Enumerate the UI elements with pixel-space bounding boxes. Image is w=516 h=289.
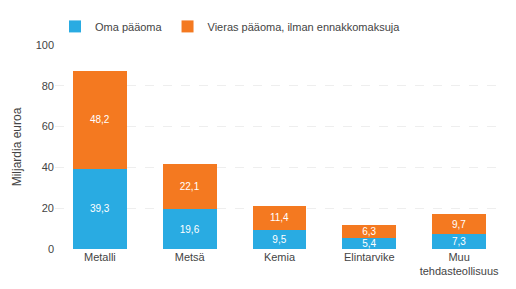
svg-text:Metsä: Metsä [175, 251, 206, 263]
svg-text:Metalli: Metalli [84, 251, 116, 263]
svg-text:7,3: 7,3 [452, 236, 466, 247]
svg-text:Kemia: Kemia [264, 251, 296, 263]
svg-text:Muutehdasteollisuus: Muutehdasteollisuus [420, 251, 499, 277]
svg-text:60: 60 [42, 120, 54, 132]
svg-text:Elintarvike: Elintarvike [344, 251, 395, 263]
svg-text:22,1: 22,1 [180, 181, 200, 192]
svg-text:9,7: 9,7 [452, 219, 466, 230]
svg-text:80: 80 [42, 80, 54, 92]
svg-text:48,2: 48,2 [90, 114, 110, 125]
svg-text:40: 40 [42, 161, 54, 173]
svg-text:0: 0 [48, 243, 54, 255]
svg-text:20: 20 [42, 202, 54, 214]
svg-text:Vieras pääoma, ilman ennakkoma: Vieras pääoma, ilman ennakkomaksuja [208, 21, 401, 33]
svg-text:5,4: 5,4 [362, 238, 376, 249]
svg-text:11,4: 11,4 [270, 212, 289, 223]
svg-text:Oma pääoma: Oma pääoma [95, 21, 163, 33]
svg-text:39,3: 39,3 [90, 203, 110, 214]
svg-text:19,6: 19,6 [180, 224, 200, 235]
svg-text:6,3: 6,3 [362, 226, 376, 237]
svg-text:100: 100 [36, 39, 54, 51]
svg-text:9,5: 9,5 [272, 234, 286, 245]
svg-text:Miljardia euroa: Miljardia euroa [10, 107, 24, 186]
